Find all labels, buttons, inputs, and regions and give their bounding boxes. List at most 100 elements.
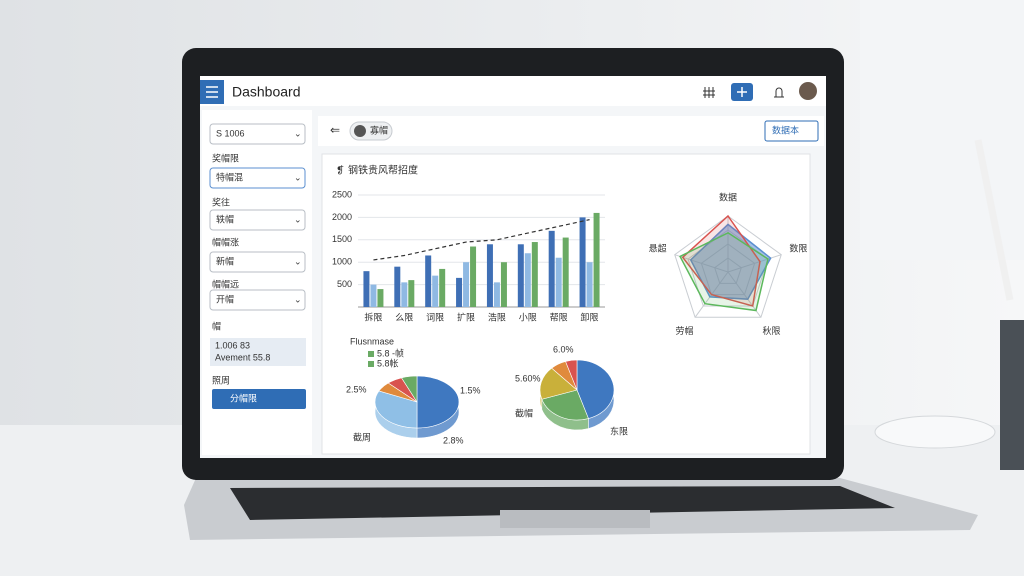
- pie-annotation: 1.5%: [460, 385, 481, 395]
- x-tick-label: 词限: [426, 312, 444, 322]
- select[interactable]: [209, 123, 306, 145]
- select[interactable]: [209, 167, 306, 189]
- pie-slice: [539, 367, 578, 400]
- bell-icon[interactable]: [774, 87, 784, 98]
- select[interactable]: [209, 209, 306, 231]
- select-value: 新帽: [216, 255, 234, 266]
- pie-slice: [576, 359, 615, 419]
- charts: 500 1000 1500 2000 2500 拆限 么限 词限 扩限 浩限 小限 帮限 卸限 数据数限秋…: [332, 189, 807, 445]
- x-tick-label: 浩限: [488, 311, 506, 322]
- bar: [517, 244, 524, 307]
- bar: [493, 282, 500, 307]
- select-value: 特帽混: [216, 171, 243, 182]
- avatar[interactable]: [799, 82, 817, 100]
- x-tick-label: 么限: [395, 312, 413, 322]
- select[interactable]: [209, 289, 306, 311]
- select-value: S 1006: [216, 128, 245, 138]
- pie-annotation: 2.5%: [346, 384, 367, 394]
- bar: [500, 262, 507, 307]
- bar: [363, 271, 370, 307]
- pen-cup: [1000, 320, 1024, 470]
- back-icon[interactable]: ⇐: [330, 123, 340, 137]
- bar: [425, 255, 432, 307]
- card-title: 钢铁贵风帮招度: [348, 164, 418, 177]
- radar-label: 悬超: [649, 243, 667, 254]
- chevron: ⌄: [294, 172, 302, 182]
- radar-area: [689, 223, 772, 300]
- y-tick-label: 500: [337, 279, 352, 289]
- toolbar-button-text: 数据本: [772, 124, 799, 135]
- chip-icon: [354, 125, 366, 137]
- bar: [593, 212, 600, 307]
- bar: [463, 262, 470, 307]
- select[interactable]: [209, 251, 306, 273]
- radar-label: 秋限: [762, 325, 780, 336]
- y-tick-label: 2500: [332, 189, 352, 199]
- legend-label: 5.8 -帧: [377, 347, 404, 358]
- bar: [408, 280, 415, 307]
- radar-label: 劳帽: [675, 325, 693, 336]
- chip-text: 寡帽: [370, 124, 388, 135]
- legend-label: 5.8帐: [377, 357, 399, 368]
- radar-ring: [674, 215, 782, 318]
- pie-slice: [374, 390, 418, 429]
- y-tick-label: 1500: [332, 234, 352, 244]
- bar: [401, 282, 408, 307]
- toolbar-button[interactable]: [764, 120, 819, 142]
- bar: [524, 253, 531, 307]
- pie-slice: [401, 375, 418, 404]
- pie-annotation: 截帽: [515, 407, 533, 418]
- pie-slice: [416, 375, 460, 429]
- summary-label: 帽: [212, 320, 221, 331]
- trackpad: [500, 510, 650, 528]
- radar-area: [679, 231, 769, 312]
- chevron: ⌄: [294, 256, 302, 266]
- bar: [562, 237, 569, 307]
- bar: [394, 266, 401, 307]
- action-button[interactable]: [212, 389, 306, 409]
- bar: [579, 217, 586, 307]
- bar: [486, 244, 493, 307]
- bar: [432, 275, 439, 307]
- menu-icon: [206, 86, 218, 98]
- summary-box: [210, 338, 306, 366]
- chevron: ⌄: [294, 294, 302, 304]
- toolbar: [318, 116, 824, 146]
- grid-icon[interactable]: [703, 87, 715, 98]
- bar: [548, 230, 555, 307]
- pie-annotation: 5.60%: [515, 373, 541, 383]
- bar: [470, 246, 477, 307]
- x-tick-label: 小限: [519, 312, 537, 322]
- chevron: ⌄: [294, 128, 302, 138]
- pie-annotation: 6.0%: [553, 344, 574, 354]
- add-icon: [737, 87, 747, 97]
- field-label: 帽帽远: [212, 278, 239, 289]
- app-title: Dashboard: [232, 84, 301, 100]
- legend-swatch: [368, 351, 374, 357]
- trend-line: [373, 219, 590, 261]
- bar: [586, 262, 593, 307]
- y-tick-label: 2000: [332, 212, 352, 222]
- radar-label: 数据: [719, 191, 737, 202]
- pie-annotation: 截周: [353, 431, 371, 442]
- radar-label: 数限: [789, 243, 807, 254]
- mouse: [874, 415, 996, 449]
- field-label: 奖往: [212, 196, 230, 207]
- bar: [370, 284, 377, 307]
- bar: [555, 257, 562, 307]
- keyboard: [230, 486, 895, 520]
- pie-annotation: 2.8%: [443, 435, 464, 445]
- select-value: 轶帽: [216, 213, 234, 224]
- pie-slice: [541, 389, 589, 421]
- summary-line: 1.006 83: [215, 340, 250, 350]
- pie-title: Flusnmase: [350, 336, 394, 346]
- select-value: 开帽: [216, 293, 234, 304]
- x-tick-label: 拆限: [364, 311, 382, 322]
- bar: [531, 242, 538, 307]
- pie-annotation: 东限: [610, 425, 628, 436]
- action-text: 分帽限: [230, 392, 257, 403]
- x-tick-label: 帮限: [550, 311, 568, 322]
- chevron: ⌄: [294, 214, 302, 224]
